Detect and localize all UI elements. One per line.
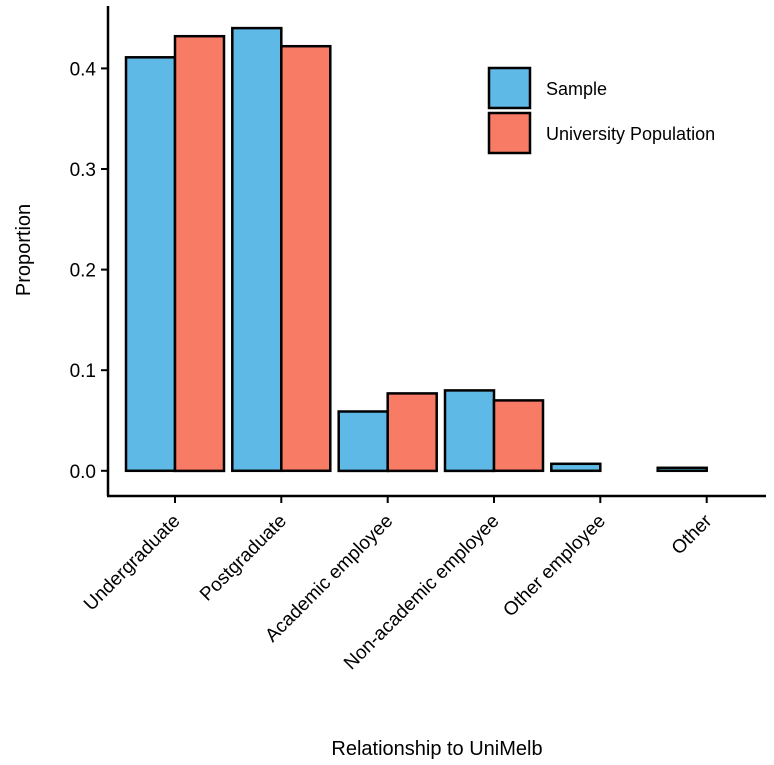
bar-population-1 [280, 44, 332, 473]
y-tick-label-3: 0.3 [70, 160, 96, 181]
y-axis-title: Proportion [13, 204, 35, 296]
x-tick-label-1: Postgraduate [196, 511, 291, 606]
bar-sample-1 [231, 26, 283, 473]
x-axis-title: Relationship to UniMelb [331, 738, 542, 760]
bar-population-0 [173, 34, 226, 473]
y-ticks: 0.0 0.1 0.2 0.3 0.4 [70, 59, 108, 483]
x-tick-label-0: Undergraduate [80, 511, 184, 615]
legend-label-1: University Population [546, 124, 715, 144]
legend-swatch-0 [487, 66, 532, 110]
y-tick-label-1: 0.1 [70, 361, 96, 382]
bar-population-3 [492, 399, 545, 473]
y-tick-label-4: 0.4 [70, 59, 97, 80]
bar-sample-2 [337, 410, 389, 473]
bar-sample-4 [550, 462, 602, 473]
x-tick-label-5: Other [668, 510, 717, 559]
y-tick-label-0: 0.0 [70, 462, 96, 483]
bar-population-2 [386, 392, 438, 473]
y-tick-label-2: 0.2 [70, 261, 96, 282]
bar-sample-0 [124, 56, 177, 473]
x-tick-label-4: Other employee [499, 511, 609, 621]
bars-group [124, 26, 708, 473]
legend: Sample University Population [487, 66, 715, 155]
bar-sample-5 [656, 466, 708, 473]
legend-label-0: Sample [546, 79, 607, 99]
bar-sample-3 [443, 389, 496, 473]
legend-swatch-1 [487, 111, 532, 155]
